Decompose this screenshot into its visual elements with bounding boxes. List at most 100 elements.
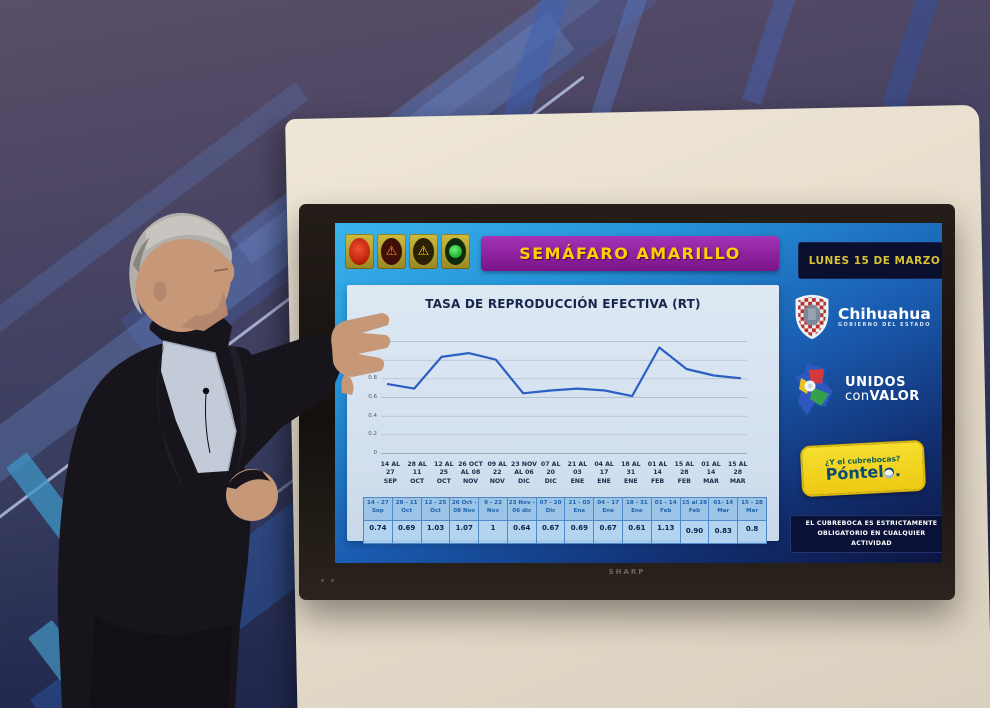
- table-header-cell: 07 - 20 Dic: [536, 498, 565, 521]
- x-axis-label: 04 AL 17 ENE: [594, 461, 614, 485]
- presenter-suit: [57, 313, 346, 708]
- table-column: 01 - 14 Feb 1.13: [651, 498, 681, 543]
- table-value-cell: 1.03: [421, 521, 450, 540]
- traffic-light-yellow-warning-icon: ⚠: [409, 234, 438, 269]
- table-value-cell: 0.67: [536, 521, 565, 540]
- semaforo-banner: SEMÁFARO AMARILLO: [481, 236, 779, 271]
- unidos-con-valor-logo: UNIDOS conVALOR: [793, 361, 942, 419]
- table-header-cell: 04 - 17 Ene: [594, 498, 623, 521]
- traffic-light-green-icon: [441, 234, 470, 269]
- lavalier-mic-icon: [202, 387, 210, 395]
- unidos-logo-line1: UNIDOS: [845, 375, 907, 391]
- table-column: 15 - 28 Mar 0.8: [738, 498, 766, 543]
- table-header-cell: 12 - 25 Oct: [421, 498, 450, 521]
- x-axis-label: 18 AL 31 ENE: [621, 461, 641, 485]
- table-value-cell: 0.74: [364, 521, 392, 540]
- traffic-light-red-icon: [345, 234, 374, 269]
- banner-title: SEMÁFARO AMARILLO: [519, 244, 741, 263]
- table-value-cell: 0.61: [623, 521, 651, 540]
- unidos-logo-con: con: [845, 389, 870, 404]
- x-axis-label: 09 AL 22 NOV: [487, 461, 507, 485]
- chihuahua-logo: Chihuahua GOBIERNO DEL ESTADO: [793, 293, 942, 341]
- table-value-cell: 0.69: [392, 521, 421, 540]
- light-streak: [881, 0, 941, 111]
- x-axis-labels: 14 AL 27 SEP 28 AL 11 OCT 12 AL 25 OCT 26 O…: [377, 461, 751, 486]
- table-value-cell: 1.07: [450, 521, 479, 540]
- x-axis-label: 07 AL 20 DIC: [540, 461, 561, 485]
- x-axis-label: 12 AL 25 OCT: [434, 461, 454, 485]
- table-header-cell: 28 - 11 Oct: [392, 498, 421, 521]
- table-column: 9 - 22 Nov 1: [479, 498, 508, 543]
- presenter-person: [57, 212, 391, 708]
- table-header-cell: 23 Nov - 06 dic: [507, 498, 536, 521]
- rt-line-chart: [381, 341, 747, 454]
- rt-line-series: [386, 346, 742, 398]
- chihuahua-state-map-icon: [795, 363, 833, 415]
- table-header-cell: 01- 14 Mar: [709, 498, 738, 521]
- presenter-right-hand: [331, 313, 391, 377]
- date-box: LUNES 15 DE MARZO: [798, 242, 942, 279]
- table-column: 01- 14 Mar 0.83: [709, 498, 739, 543]
- y-axis-tick-label: 0.8: [368, 375, 377, 382]
- face-mask-icon: [883, 469, 894, 479]
- x-axis-label: 26 OCT AL 08 NOV: [458, 461, 483, 485]
- table-header-cell: 18 - 31 Ene: [623, 498, 651, 521]
- x-axis-label: 15 AL 28 FEB: [674, 461, 695, 485]
- table-column: 14 - 27 Sep 0.74: [364, 498, 393, 543]
- x-axis-label: 01 AL 14 MAR: [701, 461, 721, 485]
- rt-chart-card: TASA DE REPRODUCCIÓN EFECTIVA (RT) 0 0.2 0…: [347, 285, 779, 544]
- tv-indicator-leds: [321, 579, 334, 582]
- pontelo-badge: ¿Y el cubrebocas? Póntelo.: [799, 439, 927, 498]
- chart-title: TASA DE REPRODUCCIÓN EFECTIVA (RT): [425, 297, 701, 311]
- table-header-cell: 14 - 27 Sep: [364, 498, 392, 521]
- tv-frame: ⚠ ⚠ SEMÁFARO AMARILLO LUNES 15 DE MARZO …: [299, 204, 955, 600]
- table-column: 26 Oct - 08 Nov 1.07: [450, 498, 480, 543]
- x-axis-label: 23 NOV AL 06 DIC: [511, 461, 537, 485]
- traffic-light-orange-warning-icon: ⚠: [377, 234, 406, 269]
- pontelo-action: Póntelo.: [825, 461, 901, 484]
- light-streak: [741, 0, 799, 106]
- y-axis-tick-label: 0: [373, 450, 378, 456]
- table-header-cell: 15 - 28 Mar: [738, 498, 766, 521]
- table-column: 23 Nov - 06 dic 0.64: [507, 498, 537, 543]
- table-column: 28 - 11 Oct 0.69: [392, 498, 422, 543]
- chihuahua-logo-subtitle: GOBIERNO DEL ESTADO: [838, 322, 931, 329]
- table-column: 04 - 17 Ene 0.67: [594, 498, 624, 543]
- y-axis-tick-label: 0.4: [368, 412, 377, 419]
- table-value-cell: 0.69: [565, 521, 594, 540]
- table-value-cell: 1: [479, 521, 507, 540]
- date-label: LUNES 15 DE MARZO: [808, 254, 941, 267]
- table-value-cell: 1.13: [651, 521, 680, 540]
- x-axis-label: 15 AL 28 MAR: [727, 461, 748, 485]
- table-value-cell: 0.67: [594, 521, 623, 540]
- x-axis-label: 14 AL 27 SEP: [380, 461, 401, 485]
- table-column: 21 - 03 Ene 0.69: [565, 498, 595, 543]
- cubrebocas-notice: EL CUBREBOCA ES ESTRICTAMENTE OBLIGATORI…: [790, 515, 942, 553]
- y-axis-tick-label: 0.2: [368, 431, 377, 438]
- semaforo-lights: ⚠ ⚠: [345, 234, 470, 269]
- x-axis-label: 28 AL 11 OCT: [407, 461, 427, 485]
- tv-brand-label: SHARP: [608, 568, 646, 576]
- table-column: 07 - 20 Dic 0.67: [536, 498, 566, 543]
- x-axis-label: 21 AL 03 ENE: [567, 461, 588, 485]
- table-header-cell: 9 - 22 Nov: [479, 498, 507, 521]
- chihuahua-logo-name: Chihuahua: [838, 304, 931, 323]
- table-column: 15 al 28 Feb 0.90: [680, 498, 710, 543]
- table-header-cell: 01 - 14 Feb: [651, 498, 680, 521]
- table-header-cell: 26 Oct - 08 Nov: [450, 498, 479, 521]
- table-value-cell: 0.90: [680, 521, 709, 543]
- table-header-cell: 15 al 28 Feb: [680, 498, 709, 521]
- table-column: 12 - 25 Oct 1.03: [421, 498, 451, 543]
- unidos-logo-valor: VALOR: [869, 389, 920, 404]
- x-axis-label: 01 AL 14 FEB: [647, 461, 668, 485]
- presenter-shirt: [161, 341, 236, 473]
- table-value-cell: 0.8: [738, 521, 766, 541]
- presenter-head: [129, 212, 235, 332]
- table-header-cell: 21 - 03 Ene: [565, 498, 594, 521]
- tv-screen: ⚠ ⚠ SEMÁFARO AMARILLO LUNES 15 DE MARZO …: [335, 223, 942, 563]
- table-value-cell: 0.83: [709, 521, 738, 543]
- chihuahua-shield-icon: [795, 294, 829, 340]
- rt-values-table: 14 - 27 Sep 0.74 28 - 11 Oct 0.69 12 - 25 Oc…: [363, 497, 767, 544]
- table-column: 18 - 31 Ene 0.61: [623, 498, 652, 543]
